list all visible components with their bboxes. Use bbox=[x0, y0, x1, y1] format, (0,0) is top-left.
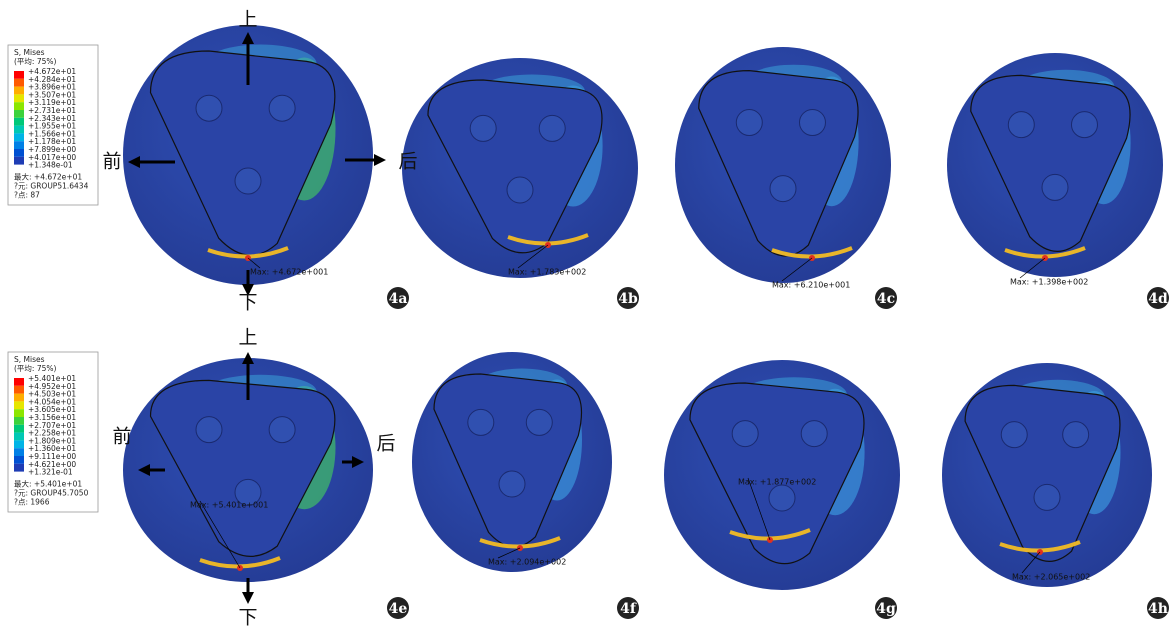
legend-max: 最大: +4.672e+01 bbox=[14, 171, 82, 181]
legend-swatch bbox=[14, 417, 24, 425]
legend-subtitle: (平均: 75%) bbox=[14, 363, 57, 373]
direction-back: 后 bbox=[376, 433, 395, 455]
direction-down: 下 bbox=[238, 607, 257, 629]
legend-element: ?元: GROUP45.7050 bbox=[14, 488, 89, 497]
screw-hole bbox=[801, 421, 827, 447]
legend-value: +1.321e-01 bbox=[28, 468, 73, 477]
legend-swatch bbox=[14, 79, 24, 87]
screw-hole bbox=[736, 110, 762, 136]
legend-swatch bbox=[14, 433, 24, 441]
legend-swatch bbox=[14, 149, 24, 157]
stress-panel: Max: +4.672e+001 4a bbox=[123, 25, 409, 309]
stress-panel: Max: +1.398e+002 4d bbox=[947, 53, 1169, 309]
screw-hole bbox=[196, 417, 222, 443]
panel-label: 4f bbox=[620, 601, 637, 617]
legend-node: ?点: 1966 bbox=[14, 497, 50, 506]
screw-hole bbox=[470, 115, 496, 141]
screw-hole bbox=[196, 95, 222, 121]
screw-hole bbox=[799, 110, 825, 136]
legend-swatch bbox=[14, 133, 24, 141]
screw-hole bbox=[499, 471, 525, 497]
direction-back: 后 bbox=[398, 151, 417, 173]
legend-max: 最大: +5.401e+01 bbox=[14, 478, 82, 488]
screw-hole bbox=[526, 409, 552, 435]
legend-node: ?点: 87 bbox=[14, 190, 40, 199]
panel-label: 4b bbox=[618, 291, 638, 307]
panel-label: 4e bbox=[389, 601, 408, 617]
legend-swatch bbox=[14, 409, 24, 417]
screw-hole bbox=[1063, 422, 1089, 448]
panel-label: 4c bbox=[877, 291, 895, 307]
screw-hole bbox=[507, 177, 533, 203]
panel-label: 4a bbox=[389, 291, 408, 307]
screw-hole bbox=[769, 485, 795, 511]
legend-swatch bbox=[14, 440, 24, 448]
legend-swatch bbox=[14, 425, 24, 433]
legend-swatch bbox=[14, 118, 24, 126]
legend-swatch bbox=[14, 102, 24, 110]
direction-up: 上 bbox=[238, 327, 257, 349]
legend-subtitle: (平均: 75%) bbox=[14, 56, 57, 66]
stress-panel: Max: +1.783e+002 4b bbox=[402, 58, 639, 309]
max-label: Max: +6.210e+001 bbox=[772, 281, 850, 290]
screw-hole bbox=[269, 417, 295, 443]
direction-down: 下 bbox=[238, 292, 257, 314]
screw-hole bbox=[1008, 112, 1034, 138]
legend-swatch bbox=[14, 448, 24, 456]
screw-hole bbox=[468, 409, 494, 435]
screw-hole bbox=[770, 176, 796, 202]
stress-panel: Max: +5.401e+001 4e bbox=[123, 358, 409, 619]
legend-value: +1.348e-01 bbox=[28, 161, 73, 170]
stress-panel: Max: +2.094e+002 4f bbox=[412, 352, 639, 619]
screw-hole bbox=[235, 168, 261, 194]
legend-title: S, Mises bbox=[14, 48, 45, 57]
legend-swatch bbox=[14, 87, 24, 95]
direction-up: 上 bbox=[238, 9, 257, 31]
legend-swatch bbox=[14, 126, 24, 134]
stress-panel: Max: +2.065e+002 4h bbox=[942, 363, 1169, 619]
panel-label: 4h bbox=[1148, 601, 1168, 617]
legend-element: ?元: GROUP51.6434 bbox=[14, 181, 89, 190]
legend-swatch bbox=[14, 401, 24, 409]
legend-swatch bbox=[14, 386, 24, 394]
max-label: Max: +2.065e+002 bbox=[1012, 573, 1090, 582]
legend-swatch bbox=[14, 456, 24, 464]
screw-hole bbox=[732, 421, 758, 447]
screw-hole bbox=[269, 95, 295, 121]
max-label: Max: +1.783e+002 bbox=[508, 268, 586, 277]
legend-swatch bbox=[14, 141, 24, 149]
max-label: Max: +1.398e+002 bbox=[1010, 278, 1088, 287]
panel-label: 4d bbox=[1148, 291, 1168, 307]
legend-swatch bbox=[14, 157, 24, 165]
legend-swatch bbox=[14, 110, 24, 118]
legend-swatch bbox=[14, 464, 24, 472]
max-label: Max: +1.877e+002 bbox=[738, 478, 816, 487]
stress-panel: Max: +1.877e+002 4g bbox=[664, 360, 900, 619]
screw-hole bbox=[1042, 174, 1068, 200]
legend-swatch bbox=[14, 394, 24, 402]
max-label: Max: +4.672e+001 bbox=[250, 268, 328, 277]
screw-hole bbox=[1034, 484, 1060, 510]
screw-hole bbox=[539, 115, 565, 141]
max-label: Max: +2.094e+002 bbox=[488, 558, 566, 567]
screw-hole bbox=[1071, 112, 1097, 138]
screw-hole bbox=[1001, 422, 1027, 448]
legend-swatch bbox=[14, 94, 24, 102]
direction-front: 前 bbox=[112, 426, 131, 448]
direction-front: 前 bbox=[102, 151, 121, 173]
panel-label: 4g bbox=[876, 601, 896, 617]
legend-swatch bbox=[14, 71, 24, 79]
legend-swatch bbox=[14, 378, 24, 386]
legend-title: S, Mises bbox=[14, 355, 45, 364]
figure: Max: +4.672e+0014aMax: +1.783e+0024bMax:… bbox=[0, 0, 1176, 630]
max-label: Max: +5.401e+001 bbox=[190, 501, 268, 510]
stress-panel: Max: +6.210e+001 4c bbox=[675, 47, 897, 309]
